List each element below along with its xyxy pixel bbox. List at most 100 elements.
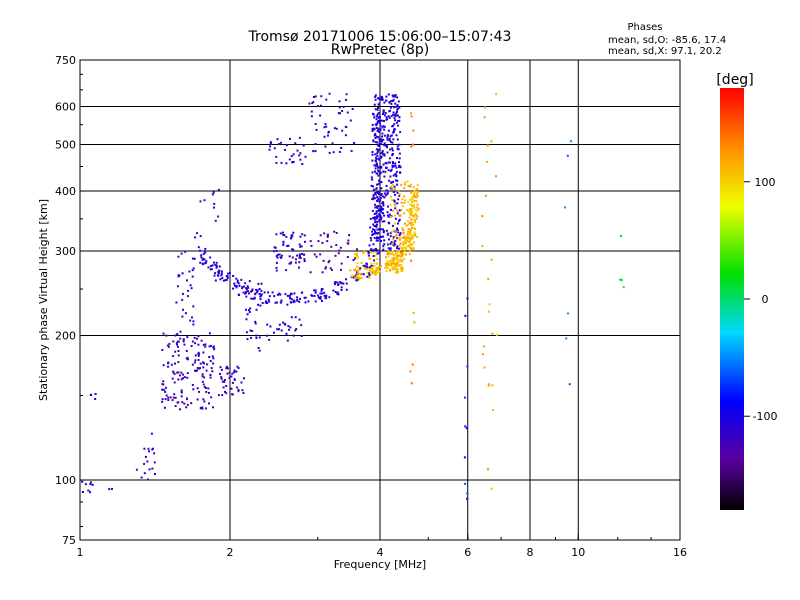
data-point	[410, 242, 413, 245]
data-point	[231, 381, 234, 384]
data-point	[385, 116, 388, 119]
data-point	[373, 212, 376, 215]
data-point	[396, 114, 399, 117]
data-point	[203, 199, 206, 202]
data-point	[164, 398, 167, 401]
data-point	[324, 266, 327, 269]
data-point	[373, 188, 376, 191]
data-point	[380, 239, 383, 242]
data-point	[408, 253, 411, 255]
data-point	[291, 248, 294, 251]
data-point	[161, 349, 164, 351]
data-point	[197, 335, 200, 338]
data-point	[395, 264, 398, 267]
data-point	[196, 337, 198, 340]
data-point	[203, 400, 206, 403]
data-point	[381, 195, 384, 198]
data-point	[201, 407, 204, 410]
data-point	[409, 229, 412, 232]
data-point	[370, 184, 373, 187]
data-point	[228, 271, 231, 274]
data-point	[378, 266, 381, 269]
data-point	[175, 301, 178, 304]
data-point	[398, 214, 400, 217]
data-point	[323, 232, 326, 235]
data-point	[220, 274, 223, 277]
data-point	[211, 355, 214, 358]
data-point	[387, 115, 390, 118]
data-point	[87, 489, 90, 492]
data-point	[402, 243, 405, 246]
data-point	[385, 144, 388, 147]
data-point	[287, 244, 290, 247]
data-point	[248, 292, 250, 295]
data-point	[372, 113, 375, 116]
data-point	[411, 221, 414, 224]
data-point	[317, 105, 319, 108]
data-point	[376, 239, 379, 242]
data-point	[193, 257, 196, 260]
data-point	[389, 249, 392, 252]
data-point	[398, 219, 401, 222]
x-tick-label: 16	[673, 546, 687, 559]
data-point	[199, 261, 202, 264]
data-point	[355, 279, 358, 282]
data-point	[223, 380, 226, 383]
data-point	[294, 142, 297, 145]
data-point	[298, 154, 301, 157]
chart-title: Tromsø 20171006 15:06:00–15:07:43	[248, 29, 512, 45]
data-point	[199, 200, 202, 203]
data-point	[398, 143, 401, 146]
data-point	[390, 102, 393, 105]
data-point	[187, 358, 189, 361]
data-point	[396, 229, 399, 231]
data-point	[245, 291, 248, 294]
data-point	[346, 242, 349, 245]
data-point	[382, 138, 385, 141]
data-point	[186, 403, 189, 406]
data-point	[188, 270, 191, 273]
data-point	[288, 294, 291, 297]
data-point	[150, 432, 153, 435]
data-point	[300, 245, 303, 248]
data-point	[383, 125, 386, 128]
data-point	[324, 295, 327, 297]
data-point	[383, 134, 386, 137]
data-point	[313, 253, 316, 256]
data-point	[243, 285, 245, 288]
data-point	[242, 392, 245, 394]
data-point	[376, 228, 379, 231]
data-point	[375, 236, 378, 239]
colorbar-tick-label: 100	[755, 176, 776, 189]
data-point	[404, 239, 407, 242]
data-point	[167, 361, 170, 364]
data-point	[376, 258, 379, 261]
data-point	[332, 151, 335, 154]
data-point	[417, 208, 420, 211]
data-point	[187, 289, 190, 292]
data-point	[386, 232, 389, 235]
data-point	[194, 359, 197, 362]
data-point	[374, 167, 377, 170]
data-point	[396, 96, 399, 99]
data-point	[172, 355, 175, 358]
data-point	[357, 274, 359, 277]
data-point	[384, 170, 387, 173]
data-point	[390, 264, 393, 267]
data-point	[143, 462, 146, 465]
data-point	[199, 407, 202, 410]
data-point	[412, 193, 415, 196]
data-point	[384, 256, 387, 259]
data-point	[368, 272, 371, 275]
data-point	[386, 151, 389, 154]
data-point	[385, 266, 388, 268]
data-point	[294, 316, 297, 319]
data-point	[394, 119, 397, 122]
data-point	[382, 163, 385, 166]
data-point	[381, 119, 384, 122]
data-point	[173, 372, 176, 375]
data-points	[81, 92, 625, 500]
data-point	[324, 145, 327, 148]
data-point	[310, 115, 313, 118]
data-point	[568, 383, 571, 386]
